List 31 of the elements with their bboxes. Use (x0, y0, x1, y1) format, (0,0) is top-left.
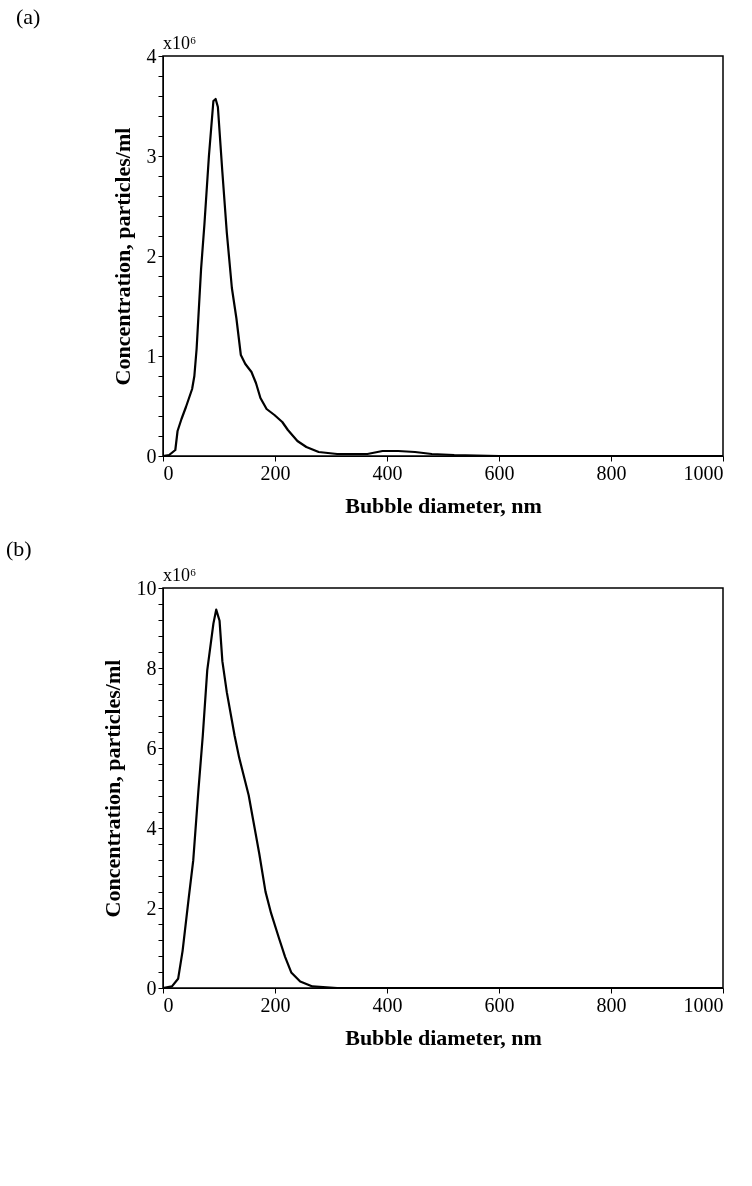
chart-title: (b) (6, 536, 32, 561)
x-tick-label: 0 (163, 461, 174, 484)
x-tick-label: 600 (484, 993, 515, 1016)
y-tick-label: 0 (146, 444, 157, 467)
y-tick-label: 4 (146, 44, 157, 67)
y-axis-title: Concentration, particles/ml (99, 659, 125, 918)
x-tick-label: 400 (372, 461, 403, 484)
y-tick-label: 6 (146, 736, 157, 759)
x-tick-label: 0 (163, 993, 174, 1016)
y-tick-label: 8 (146, 656, 157, 679)
y-tick-label: 2 (146, 896, 157, 919)
y-tick-label: 0 (146, 976, 157, 999)
text: x10⁶ (163, 33, 197, 53)
x-tick-label: 1000 (683, 461, 724, 484)
chart-title: (a) (16, 4, 41, 29)
x-axis-title: Bubble diameter, nm (345, 1024, 542, 1050)
x-tick-label: 400 (372, 993, 403, 1016)
x-tick-label: 200 (260, 993, 291, 1016)
y-tick-label: 1 (146, 344, 157, 367)
y-tick-label: 3 (146, 144, 157, 167)
x-tick-label: 800 (596, 461, 627, 484)
x-tick-label: 1000 (683, 993, 724, 1016)
y-axis-title: Concentration, particles/ml (109, 127, 135, 386)
x-tick-label: 600 (484, 461, 515, 484)
text: x10⁶ (163, 565, 197, 585)
x-tick-label: 800 (596, 993, 627, 1016)
y-tick-label: 10 (136, 576, 157, 599)
y-tick-label: 4 (146, 816, 157, 839)
x-axis-title: Bubble diameter, nm (345, 492, 542, 518)
y-tick-label: 2 (146, 244, 157, 267)
x-tick-label: 200 (260, 461, 291, 484)
